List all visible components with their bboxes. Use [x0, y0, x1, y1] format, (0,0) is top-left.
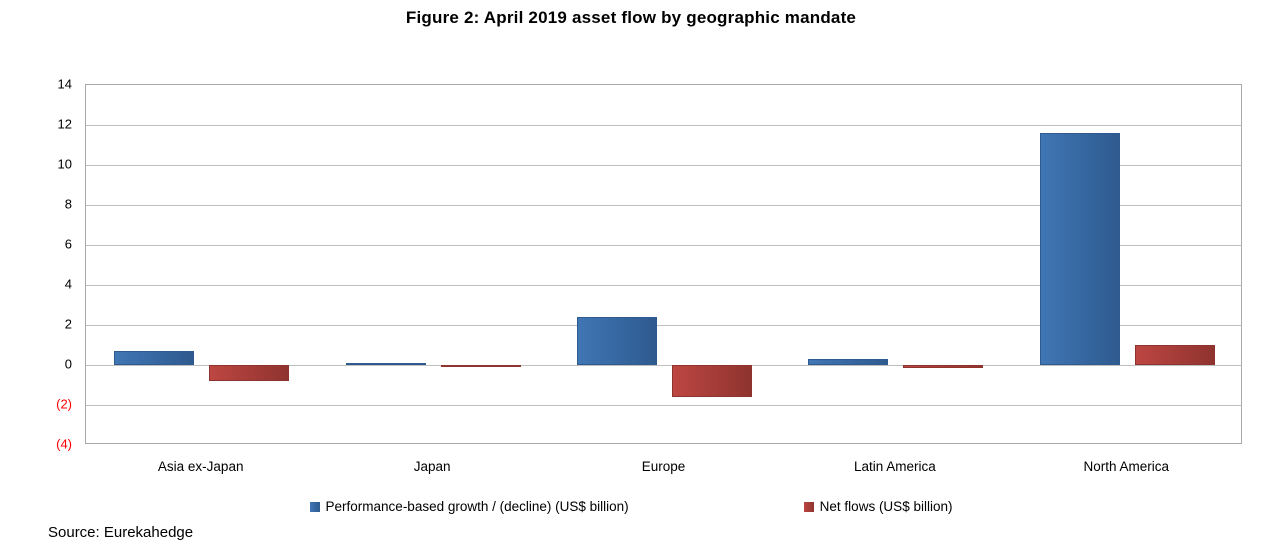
y-tick-label: (2) [56, 396, 72, 412]
y-tick-label: 0 [64, 356, 72, 372]
x-category-label: Asia ex-Japan [157, 459, 244, 474]
legend-label: Performance-based growth / (decline) (US… [325, 499, 629, 514]
source-note: Source: Eurekahedge [48, 524, 194, 541]
chart-legend: Performance-based growth / (decline) (US… [0, 499, 1262, 514]
bar-series1-europe [577, 317, 657, 365]
legend-label: Net flows (US$ billion) [819, 499, 953, 514]
legend-swatch-icon [309, 501, 320, 512]
gridline [86, 405, 1241, 406]
chart-title: Figure 2: April 2019 asset flow by geogr… [405, 8, 857, 27]
x-category-label: North America [1083, 459, 1170, 474]
gridline [86, 365, 1241, 366]
bar-series1-north-america [1039, 133, 1120, 365]
bar-series2-north-america [1134, 345, 1215, 365]
gridline [86, 205, 1241, 206]
y-tick-label: 14 [57, 76, 72, 92]
gridline [86, 325, 1241, 326]
gridline [86, 285, 1241, 286]
legend-swatch-icon [803, 501, 814, 512]
y-tick-label: 4 [64, 276, 72, 292]
bar-series2-europe [672, 365, 752, 397]
y-tick-label: 2 [64, 316, 72, 332]
y-tick-label: (4) [56, 436, 72, 452]
y-axis: (4) (2) 0 2 4 6 8 10 12 14 [0, 77, 78, 452]
plot-area [85, 84, 1242, 444]
y-tick-label: 8 [64, 196, 72, 212]
bar-series1-japan [345, 363, 426, 365]
bar-series2-japan [440, 365, 521, 367]
x-category-label: Europe [641, 459, 686, 474]
legend-item-series1: Performance-based growth / (decline) (US… [309, 499, 629, 514]
gridline [86, 165, 1241, 166]
bar-series1-asia-ex-japan [114, 351, 195, 365]
y-tick-label: 10 [57, 156, 72, 172]
y-tick-label: 6 [64, 236, 72, 252]
bar-series2-latin-america [903, 365, 984, 368]
x-category-label: Latin America [853, 459, 936, 474]
y-tick-label: 12 [57, 116, 72, 132]
x-category-label: Japan [413, 459, 451, 474]
gridline [86, 125, 1241, 126]
gridline [86, 245, 1241, 246]
bar-series1-latin-america [808, 359, 889, 365]
legend-item-series2: Net flows (US$ billion) [803, 499, 953, 514]
bar-series2-asia-ex-japan [209, 365, 290, 381]
